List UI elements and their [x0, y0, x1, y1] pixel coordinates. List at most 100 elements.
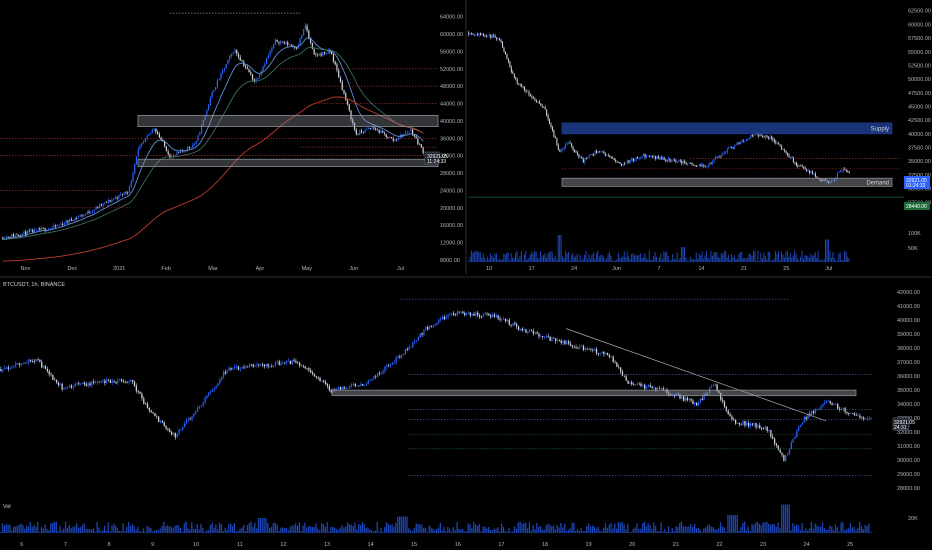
volume-bar [57, 531, 59, 533]
candle-body [796, 430, 798, 438]
candle-body [845, 169, 847, 171]
h4-price-axis[interactable]: 62500.0060000.0057500.0055000.0052500.00… [908, 9, 931, 252]
volume-bar [25, 525, 28, 533]
candle-body [248, 68, 250, 73]
hourly-chart-panel[interactable]: 42000.0041000.0040000.0039000.0038000.00… [0, 282, 920, 548]
candle-body [537, 101, 539, 103]
volume-bar [298, 522, 301, 533]
volume-bar [478, 252, 480, 262]
candle-body [98, 381, 100, 383]
candle-body [534, 98, 536, 101]
daily-zone-0 [137, 114, 439, 127]
candle-body [621, 371, 624, 376]
candle-body [350, 110, 352, 120]
volume-bar [387, 524, 390, 533]
candle-body [185, 420, 188, 424]
candle-body [5, 236, 8, 239]
volume-bar [580, 527, 583, 533]
volume-bar [692, 259, 694, 262]
candle-body [773, 139, 775, 142]
candle-body [329, 50, 331, 52]
candle-body [389, 137, 391, 138]
volume-bar [575, 256, 577, 262]
candle-body [276, 39, 278, 42]
volume-bar [378, 531, 380, 533]
price-tick-label: 31000.00 [897, 444, 920, 450]
volume-bar [708, 524, 711, 533]
candle-body [410, 346, 412, 348]
candle-body [369, 380, 371, 381]
candle-body [102, 380, 104, 382]
volume-bar [782, 254, 784, 262]
candle-body [235, 366, 238, 367]
candle-body [757, 425, 759, 428]
volume-bar [94, 531, 96, 533]
volume-bar [506, 252, 508, 262]
h1-time-axis[interactable]: 6 7 8 9 10 11 12 13 14 15 16 17 18 19 20 21 22 23 24 25 [20, 542, 853, 548]
candle-body [553, 130, 555, 137]
volume-bar [350, 524, 352, 533]
volume-bar [512, 531, 514, 533]
volume-bar [42, 528, 44, 533]
daily-chart-panel[interactable]: 64000.0060000.0056000.0052000.0048000.00… [0, 12, 463, 272]
daily-time-axis[interactable]: Nov Dec 2021 Feb Mar Apr May Jun Jul [21, 266, 405, 272]
volume-bar [785, 252, 787, 262]
volume-bar [487, 256, 489, 262]
volume-bar [593, 526, 596, 533]
volume-bar [701, 531, 703, 533]
time-tick-label: 21 [741, 266, 747, 272]
volume-bar [803, 530, 805, 533]
volume-bar [516, 251, 518, 262]
candle-body [174, 432, 176, 438]
candle-body [224, 371, 227, 374]
candle-body [467, 312, 470, 314]
volume-bar [614, 523, 616, 533]
volume-bar [797, 258, 799, 262]
candle-body [573, 347, 575, 348]
daily-price-axis[interactable]: 64000.0060000.0056000.0052000.0048000.00… [440, 15, 463, 264]
volume-bar [536, 523, 538, 533]
candle-body [762, 428, 765, 430]
volume-bar [662, 531, 664, 533]
candle-body [269, 51, 271, 56]
candle-body [133, 381, 136, 387]
volume-bar [783, 257, 785, 262]
candle-body [619, 367, 622, 372]
volume-bar [650, 259, 652, 262]
volume-bar [604, 260, 606, 262]
candle-body [397, 138, 400, 140]
candle-body [688, 398, 690, 401]
candle-body [383, 132, 386, 134]
volume-bar [291, 525, 293, 533]
candle-body [590, 154, 592, 155]
h4-green-level-tag [904, 202, 930, 210]
candle-body [282, 362, 284, 364]
volume-bar [495, 253, 497, 262]
candle-body [788, 154, 790, 158]
volume-bar [300, 531, 302, 533]
volume-bar [757, 251, 759, 262]
volume-bar [751, 523, 753, 533]
volume-bar [721, 526, 724, 533]
volume-bar [679, 257, 681, 262]
volume-bar [0, 531, 2, 533]
candle-body [735, 144, 737, 146]
volume-bar [847, 528, 850, 533]
candle-body [587, 158, 589, 159]
h4-time-axis[interactable]: 10 17 24 Jun 7 14 21 25 Jul [486, 266, 832, 272]
volume-bar [252, 526, 254, 533]
candle-body [656, 156, 658, 159]
candle-body [89, 383, 91, 386]
candle-body [243, 367, 245, 368]
volume-bar [111, 525, 113, 533]
h1-symbol-title: BTCUSDT, 1h, BINANCE [3, 282, 65, 288]
candle-body [345, 388, 347, 389]
volume-bar [35, 526, 37, 533]
candle-body [593, 154, 595, 156]
candle-body [195, 141, 197, 144]
price-tick-label: 36000.00 [897, 374, 920, 380]
volume-bar [550, 251, 552, 262]
volume-bar [231, 526, 234, 533]
candle-body [399, 356, 401, 358]
